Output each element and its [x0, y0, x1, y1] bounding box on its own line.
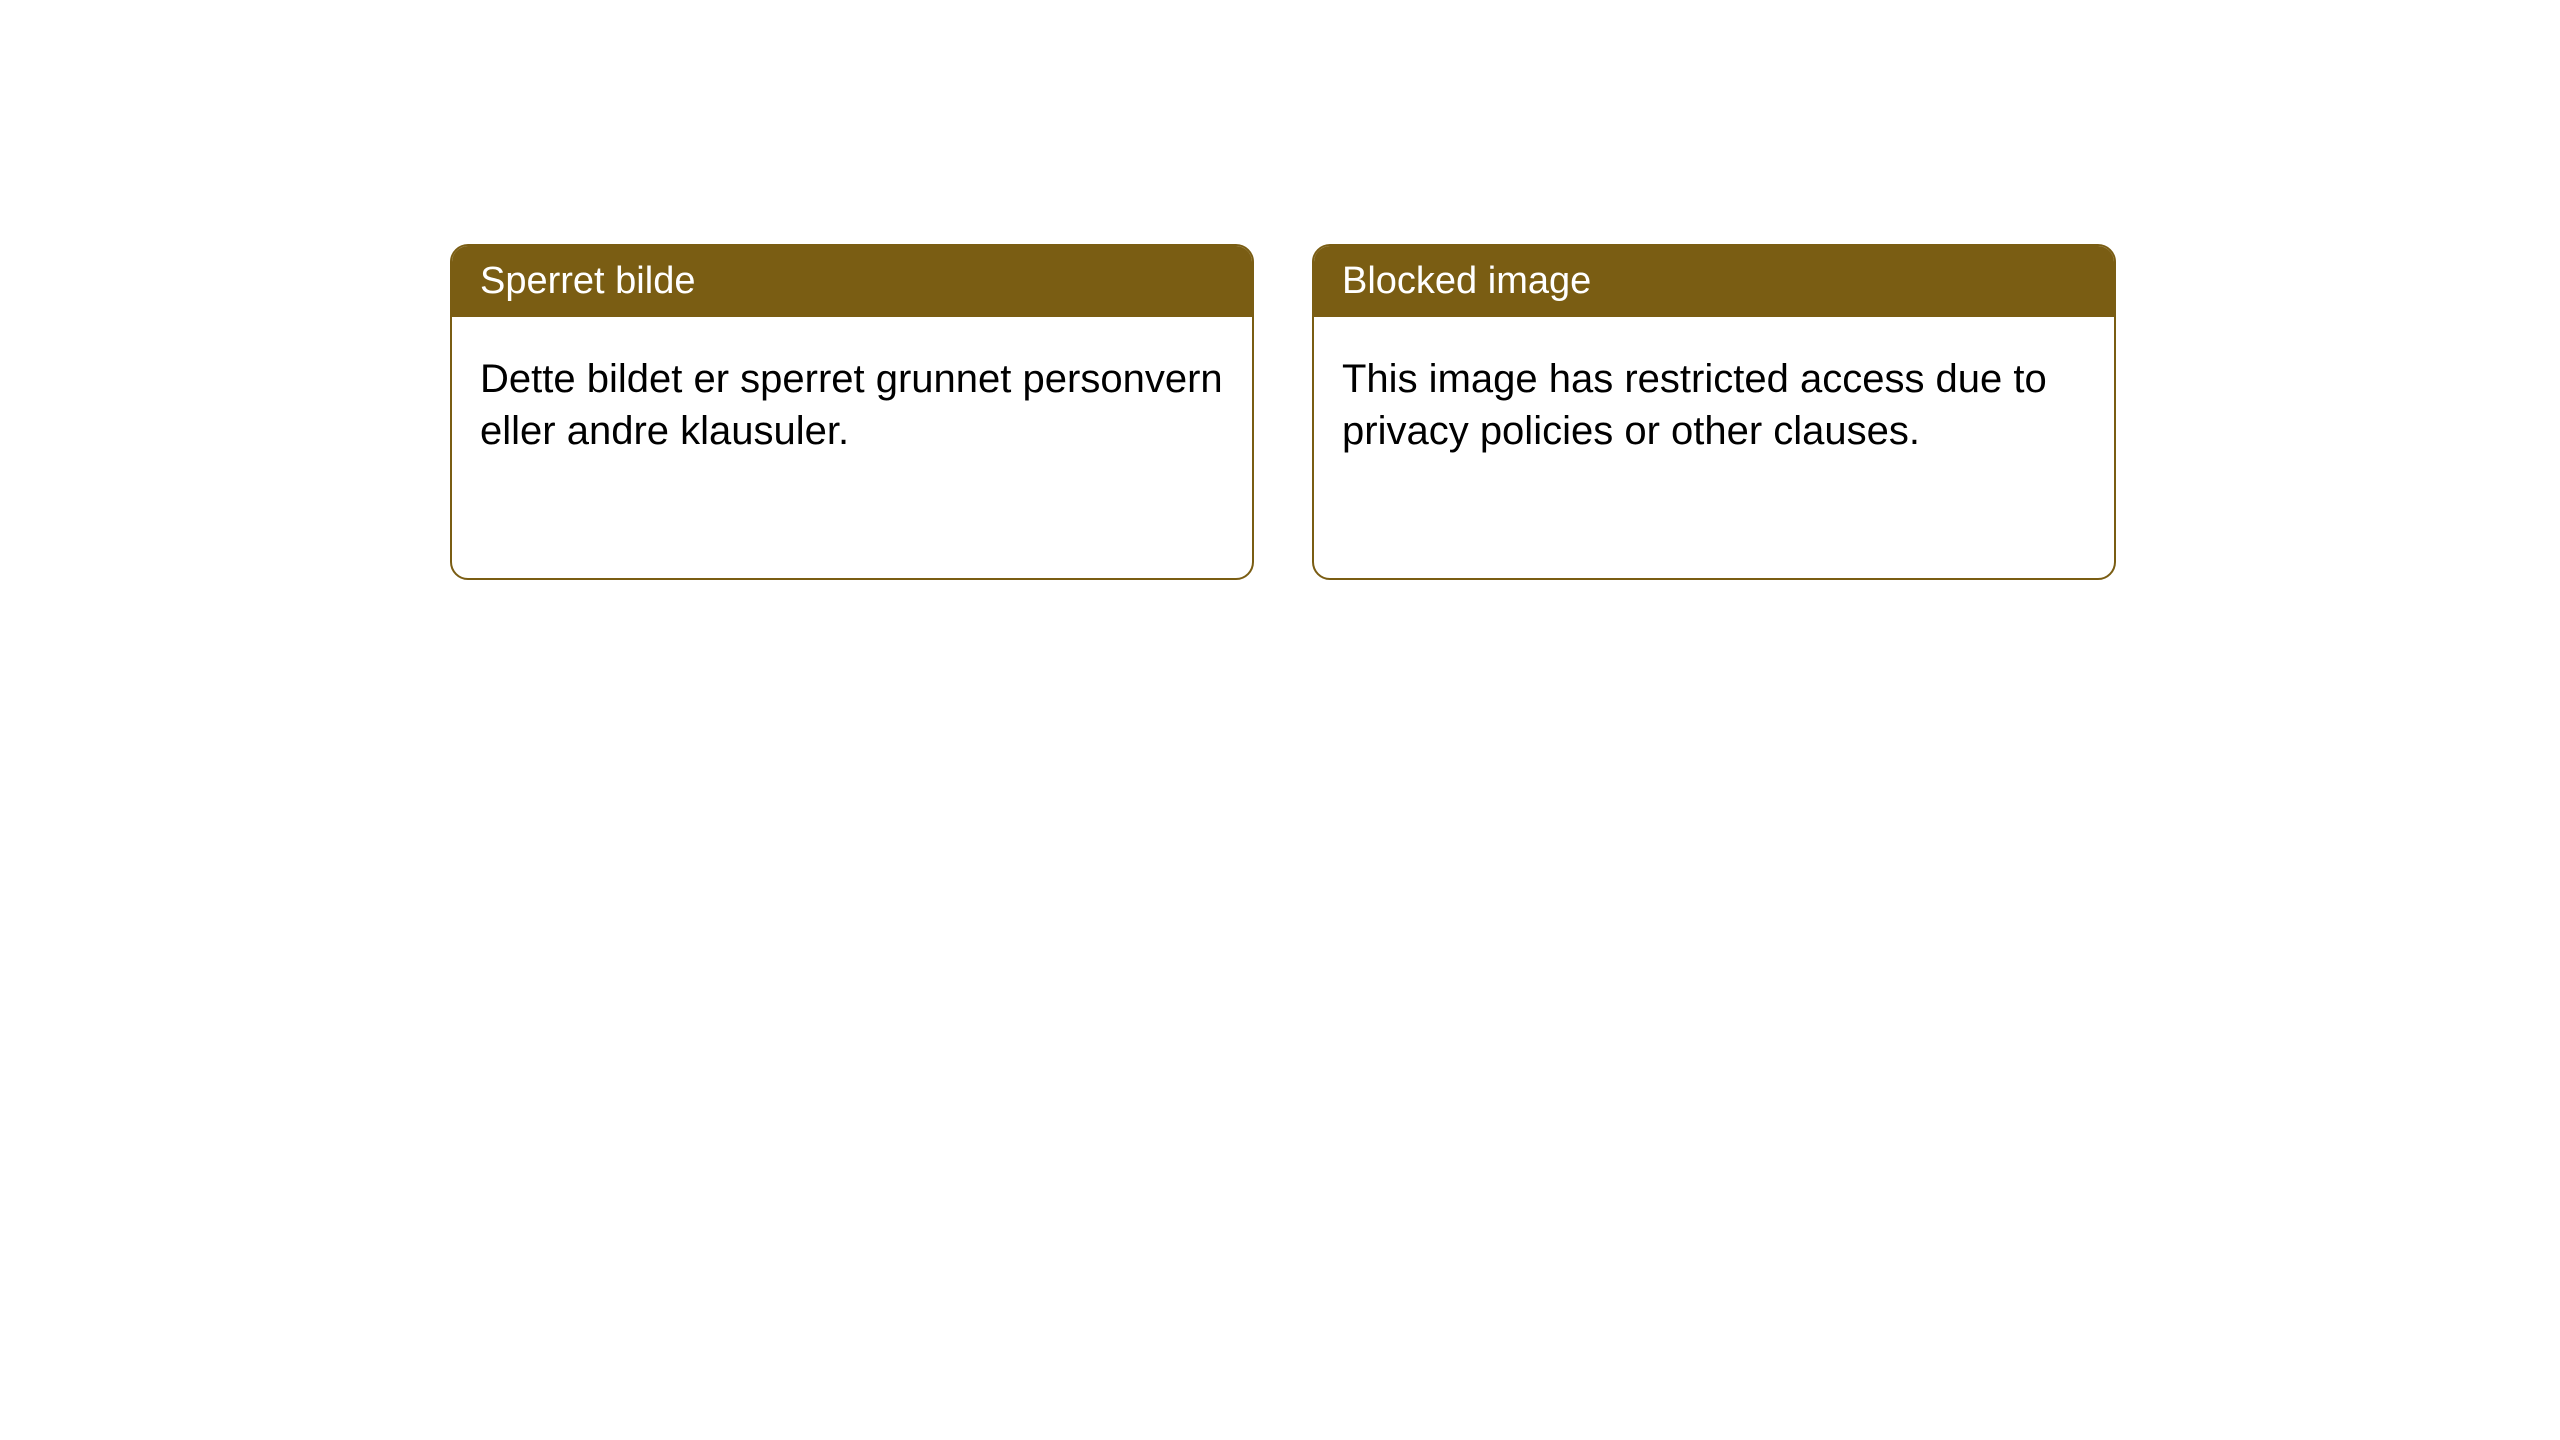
blocked-image-card-no: Sperret bilde Dette bildet er sperret gr… [450, 244, 1254, 580]
card-title-no: Sperret bilde [452, 246, 1252, 317]
blocked-image-card-en: Blocked image This image has restricted … [1312, 244, 2116, 580]
card-message-en: This image has restricted access due to … [1314, 317, 2114, 493]
card-title-en: Blocked image [1314, 246, 2114, 317]
blocked-image-notices: Sperret bilde Dette bildet er sperret gr… [450, 244, 2116, 580]
card-message-no: Dette bildet er sperret grunnet personve… [452, 317, 1252, 493]
